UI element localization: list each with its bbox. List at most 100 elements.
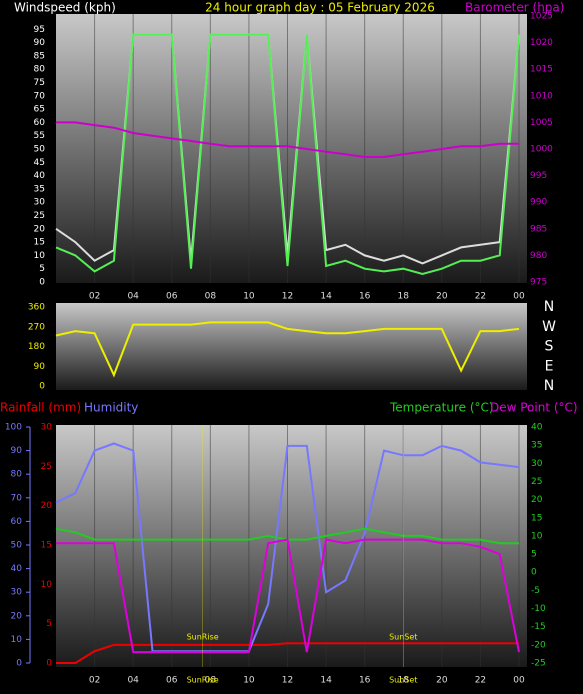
annotation: SunRise [187,633,219,642]
x-tick-label: 22 [475,292,486,302]
tick-label: W [542,319,556,335]
x-tick-label: 08 [205,292,217,302]
x-tick-label: 22 [475,676,486,686]
chart-title: 24 hour graph day : 05 February 2026 [205,1,435,15]
tick-label: 985 [530,224,547,234]
tick-label: 10 [11,635,23,645]
tick-label: 80 [11,470,23,480]
x-tick-label: 16 [359,292,371,302]
series-line [55,321,520,378]
tick-label: 0 [39,278,45,288]
tick-label: 5 [39,264,45,274]
x-tick-label: 14 [320,292,332,302]
tick-label: 1000 [530,145,553,155]
tick-label: -25 [531,659,546,669]
tick-label: 80 [34,65,46,75]
tick-label: 1025 [530,12,553,22]
x-tick-label: 20 [436,292,448,302]
series-line [55,442,520,653]
tick-label: 10 [41,580,53,590]
tick-label: 990 [530,198,547,208]
x-tick-label: 18 [398,676,410,686]
tick-label: 20 [34,224,46,234]
tick-label: 20 [11,611,23,621]
dewpoint-label: Dew Point (°C) [490,401,578,415]
tick-label: 75 [34,78,45,88]
x-tick-label: 18 [398,292,410,302]
tick-label: 25 [531,477,542,487]
tick-label: 980 [530,251,547,261]
x-tick-label: 14 [320,676,332,686]
tick-label: 50 [34,145,46,155]
tick-label: 90 [11,446,23,456]
tick-label: 35 [34,184,45,194]
series-line [55,33,520,276]
tick-label: 360 [28,303,45,313]
x-tick-label: 16 [359,676,371,686]
tick-label: 30 [11,588,23,598]
tick-label: 95 [34,25,45,35]
tick-label: 35 [531,441,542,451]
x-tick-label: 02 [89,292,100,302]
tick-label: 90 [34,38,46,48]
tick-label: 30 [34,198,46,208]
tick-label: 100 [5,423,22,433]
tick-label: 270 [28,322,45,332]
annotation: SunRise [187,676,219,685]
x-tick-label: 20 [436,676,448,686]
tick-label: 995 [530,171,547,181]
tick-label: 25 [41,462,52,472]
plot-background [56,303,527,390]
tick-label: 5 [531,550,537,560]
humidity-label: Humidity [84,401,138,415]
tick-label: 0 [39,382,45,392]
tick-label: 1015 [530,65,553,75]
tick-label: -20 [531,640,546,650]
wind-axis-label: Windspeed (kph) [14,1,116,15]
tick-label: 85 [34,51,45,61]
tick-label: N [544,299,554,315]
tick-label: 60 [11,517,23,527]
tick-label: 60 [34,118,46,128]
tick-label: 40 [11,564,23,574]
tick-label: 1020 [530,38,553,48]
tick-label: 10 [531,531,543,541]
x-tick-label: 06 [166,292,178,302]
barometer-axis-label: Barometer (hpa) [465,1,564,15]
plot-background [56,14,527,283]
x-tick-label: 02 [89,676,100,686]
tick-label: -5 [531,586,540,596]
tick-label: 5 [46,619,52,629]
tick-label: 1005 [530,118,553,128]
tick-label: 0 [531,568,537,578]
tick-label: 1010 [530,91,553,101]
tick-label: -10 [531,604,546,614]
tick-label: 90 [34,362,46,372]
tick-label: 10 [34,251,46,261]
tick-label: 0 [46,659,52,669]
tick-label: 15 [41,541,52,551]
x-tick-label: 12 [282,676,293,686]
x-tick-label: 08 [205,676,217,686]
tick-label: 20 [531,495,543,505]
tick-label: 25 [34,211,45,221]
series-line [56,642,519,664]
tick-label: 0 [16,659,22,669]
x-tick-label: 10 [243,292,255,302]
tick-label: 65 [34,105,45,115]
series-line [56,121,519,158]
tick-label: 45 [34,158,45,168]
tick-label: 40 [531,423,543,433]
x-tick-label: 12 [282,292,293,302]
x-tick-label: 04 [127,676,139,686]
tick-label: 180 [28,342,45,352]
tick-label: 70 [34,91,46,101]
x-tick-label: 00 [513,292,525,302]
tick-label: E [545,358,554,374]
series-line [56,538,520,654]
tick-label: 30 [41,423,53,433]
annotation: SunSet [389,633,417,642]
plot-background [56,425,527,667]
rain-label: Rainfall (mm) [0,401,81,415]
